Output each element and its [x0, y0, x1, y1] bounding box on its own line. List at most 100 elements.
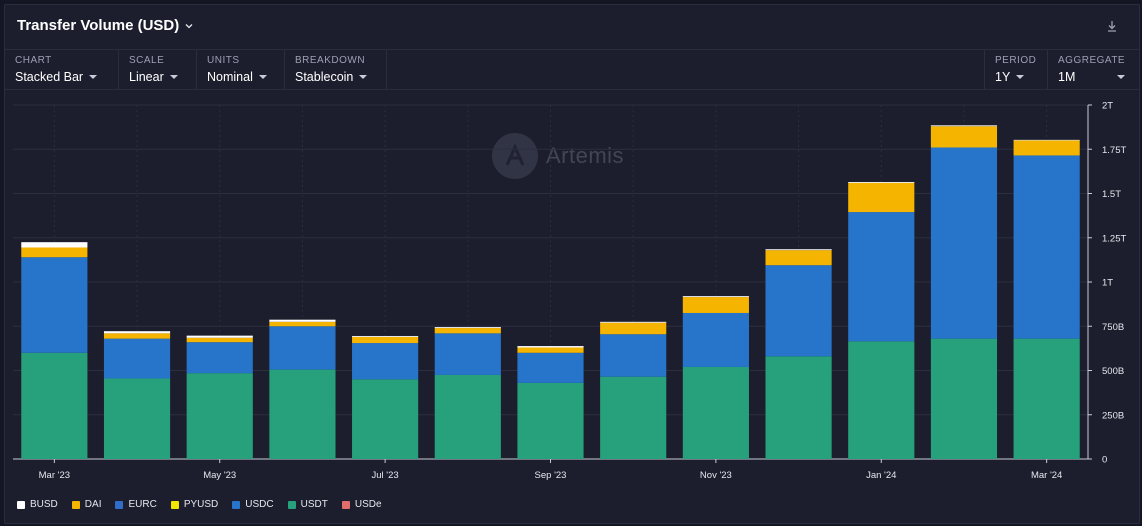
bar-segment-usdt [269, 369, 336, 459]
legend-swatch [232, 500, 241, 509]
chart-type-value: Stacked Bar [15, 70, 84, 84]
period-value: 1Y [995, 70, 1011, 84]
bar-segment-dai [21, 247, 88, 258]
bar-segment-usdc [930, 147, 998, 339]
chart-type-label: CHART [15, 55, 52, 66]
legend-swatch [170, 500, 179, 509]
legend-swatch [71, 500, 80, 509]
scale-select[interactable]: SCALE Linear [119, 49, 197, 89]
caret-down-icon [89, 75, 98, 79]
bar-segment-busd [765, 249, 832, 251]
x-tick-label: Sep '23 [535, 470, 567, 481]
bar-segment-dai [682, 297, 749, 313]
chart-type-select[interactable]: CHART Stacked Bar [5, 49, 119, 89]
legend-item-usdt[interactable]: USDT [287, 499, 328, 510]
y-tick-label: 2T [1102, 101, 1113, 112]
scale-label: SCALE [129, 55, 165, 66]
bar-segment-dai [517, 347, 584, 353]
chevron-down-icon [185, 23, 193, 28]
bar-segment-usdt [352, 379, 419, 459]
legend-item-dai[interactable]: DAI [71, 499, 101, 510]
legend-item-usdc[interactable]: USDC [232, 499, 274, 510]
bar-segment-usdc [517, 352, 584, 383]
bar-segment-dai [186, 337, 253, 343]
bar-segment-usdt [103, 378, 171, 459]
bar-segment-dai [848, 182, 915, 213]
bar-segment-usdt [765, 356, 832, 459]
breakdown-label: BREAKDOWN [295, 55, 366, 66]
bar-segment-usdt [434, 374, 501, 459]
caret-down-icon [258, 75, 267, 79]
bar-segment-usdc [269, 326, 336, 370]
period-select[interactable]: PERIOD 1Y [984, 49, 1047, 89]
legend-item-busd[interactable]: BUSD [17, 499, 58, 510]
units-select[interactable]: UNITS Nominal [197, 49, 285, 89]
y-tick-label: 1.5T [1102, 189, 1121, 200]
bar-segment-busd [517, 346, 584, 348]
watermark-text: Artemis [546, 143, 625, 168]
legend-label: EURC [128, 499, 157, 510]
chart-title-dropdown[interactable]: Transfer Volume (USD) [17, 17, 193, 34]
legend-label: USDT [300, 499, 328, 510]
bar-segment-busd [269, 319, 336, 322]
stacked-bar-chart: 0 250B 500B 750B 1T 1.25T 1.5T 1.75T 2T Mar '23 Ma… [13, 101, 1126, 481]
breakdown-select[interactable]: BREAKDOWN Stablecoin [285, 49, 387, 89]
download-icon[interactable] [1105, 19, 1119, 33]
bar-segment-busd [600, 321, 667, 323]
bar-segment-dai [269, 321, 336, 327]
bar-segment-usdt [930, 338, 998, 459]
x-tick-label: May '23 [203, 470, 236, 481]
bar-segment-usdc [682, 312, 749, 367]
bar-segment-usdc [434, 333, 501, 375]
bar-segment-usdt [848, 341, 915, 459]
y-tick-label: 0 [1102, 455, 1107, 466]
bar-segment-usdt [517, 382, 584, 459]
caret-down-icon [359, 75, 368, 79]
chart-legend: BUSD DAI EURC PYUSD USDC USDT USDe [17, 499, 382, 510]
units-label: UNITS [207, 55, 240, 66]
bar-segment-busd [848, 181, 915, 183]
bar-segment-usdc [21, 257, 88, 353]
y-tick-label: 250B [1102, 410, 1124, 421]
x-tick-label: Nov '23 [700, 470, 732, 481]
bar-segment-usdt [1013, 338, 1080, 459]
chart-panel: Transfer Volume (USD) CHART Stacked Bar … [4, 4, 1140, 524]
bar-segment-dai [434, 328, 501, 334]
units-value: Nominal [207, 70, 253, 84]
bar-segment-usdc [848, 212, 915, 342]
period-label: PERIOD [995, 55, 1037, 66]
x-tick-label: Jan '24 [866, 470, 896, 481]
bar-segment-usdc [765, 265, 832, 357]
legend-swatch [17, 500, 25, 509]
caret-down-icon [1117, 75, 1125, 79]
bar-segment-usdt [186, 373, 253, 459]
x-tick-label: Mar '23 [39, 470, 70, 481]
bar-segment-usdt [21, 352, 88, 459]
bar-segment-busd [21, 242, 88, 248]
legend-swatch [287, 500, 296, 509]
legend-item-pyusd[interactable]: PYUSD [170, 499, 218, 510]
bar-segment-busd [186, 335, 253, 338]
bar-segment-dai [1013, 140, 1080, 156]
legend-swatch [115, 500, 124, 509]
bar-segment-dai [930, 126, 998, 148]
bar-segment-usdt [600, 376, 667, 459]
breakdown-value: Stablecoin [295, 70, 354, 84]
bar-segment-usdc [352, 343, 419, 380]
legend-swatch [341, 500, 350, 509]
watermark: Artemis [492, 133, 624, 179]
legend-item-usde[interactable]: USDe [341, 499, 382, 510]
bar-segment-dai [103, 333, 171, 339]
aggregate-value: 1M [1058, 70, 1076, 84]
bar-segment-dai [600, 322, 667, 335]
bar-segment-usdt [682, 366, 749, 459]
aggregate-label: AGGREGATE [1058, 55, 1126, 66]
bar-segment-busd [434, 327, 501, 329]
aggregate-select[interactable]: AGGREGATE 1M [1047, 49, 1139, 89]
bar-segment-usdc [1013, 155, 1080, 339]
y-tick-label: 1.25T [1102, 233, 1126, 244]
chart-controls: CHART Stacked Bar SCALE Linear UNITS Nom… [5, 49, 1139, 90]
y-tick-label: 750B [1102, 322, 1124, 333]
x-tick-label: Mar '24 [1031, 470, 1062, 481]
legend-item-eurc[interactable]: EURC [115, 499, 157, 510]
